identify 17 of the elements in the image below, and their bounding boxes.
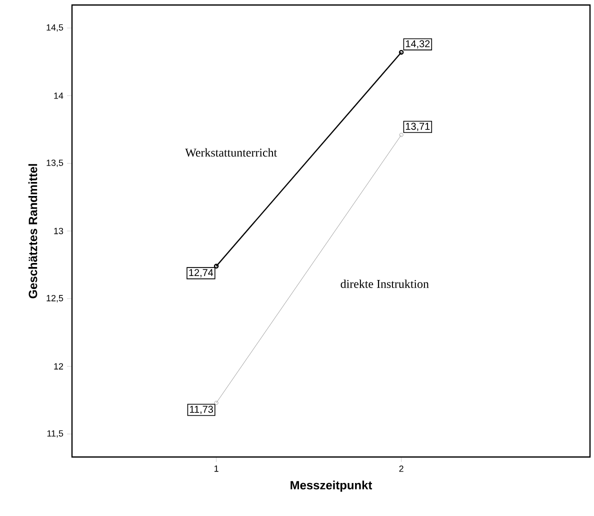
text: direkte Instruktion [340,280,429,288]
data-label: 13,71 [406,122,430,132]
y-tick-label: 11,5 [47,430,64,438]
data-label: 11,73 [190,406,213,414]
y-tick-label: 13 [54,228,64,234]
y-tick-label: 12,5 [46,294,64,302]
x-tick-label: 1 [214,466,218,472]
x-tick-label: 2 [399,466,404,472]
text: Werkstattunterricht [185,148,278,157]
data-label: 14,32 [406,40,430,48]
y-tick-label: 14 [54,92,64,99]
x-axis-title: Messzeitpunkt [290,480,372,492]
y-tick-label: 13,5 [46,160,64,168]
y-tick-label: 14,5 [46,24,64,32]
y-axis-title: Geschätztes Randmittel [28,164,38,298]
y-tick-label: 12 [54,363,64,370]
data-label: 12,74 [189,269,214,278]
